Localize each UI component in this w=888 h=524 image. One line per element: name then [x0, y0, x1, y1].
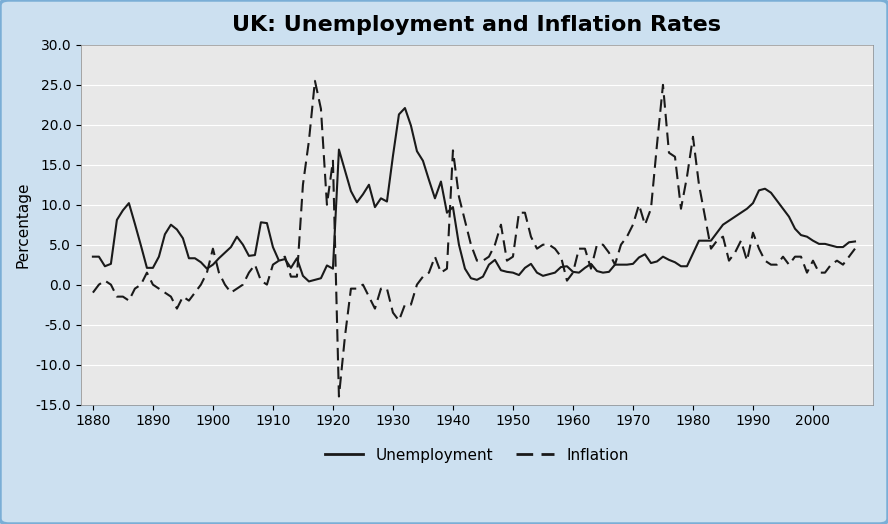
Unemployment: [412, 148, 423, 155]
Unemployment: [754, 187, 765, 193]
Inflation: [850, 246, 860, 252]
Unemployment: [850, 238, 860, 245]
Inflation: [310, 78, 321, 84]
Unemployment: [496, 267, 506, 274]
Y-axis label: Percentage: Percentage: [15, 181, 30, 268]
Unemployment: [400, 105, 410, 111]
Unemployment: [376, 195, 386, 201]
Inflation: [826, 261, 836, 268]
Inflation: [496, 222, 506, 228]
Line: Unemployment: Unemployment: [93, 108, 855, 281]
Title: UK: Unemployment and Inflation Rates: UK: Unemployment and Inflation Rates: [233, 15, 721, 35]
Unemployment: [274, 257, 284, 264]
Unemployment: [88, 254, 99, 260]
Inflation: [88, 289, 99, 296]
Inflation: [334, 394, 345, 400]
Inflation: [412, 281, 423, 288]
Unemployment: [304, 278, 314, 285]
Inflation: [754, 246, 765, 252]
Unemployment: [826, 242, 836, 248]
Inflation: [382, 286, 392, 292]
Line: Inflation: Inflation: [93, 81, 855, 397]
Inflation: [274, 257, 284, 264]
Legend: Unemployment, Inflation: Unemployment, Inflation: [319, 442, 635, 469]
